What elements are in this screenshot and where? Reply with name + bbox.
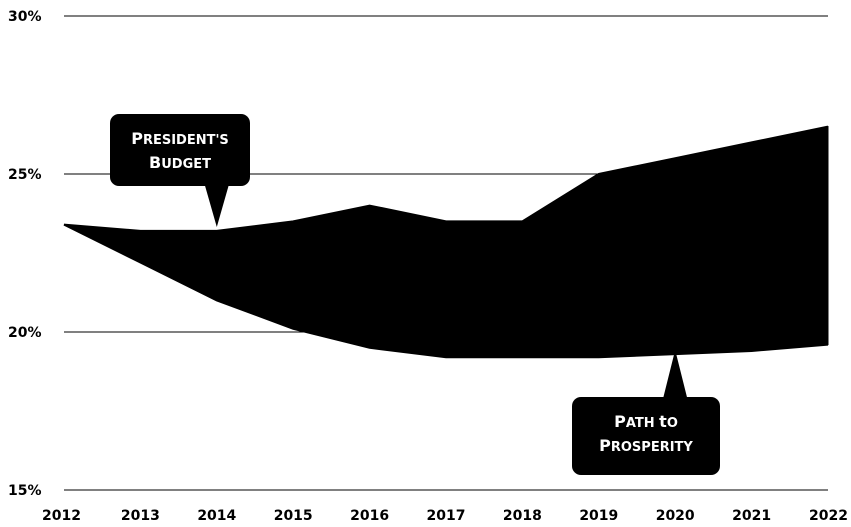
x-tick-label: 2022 (809, 508, 848, 524)
x-tick-label: 2015 (274, 508, 313, 524)
callout-text-line: PROSPERITY (599, 436, 693, 455)
callout-text-line: BUDGET (149, 153, 211, 172)
series-line-0 (63, 125, 829, 232)
x-tick-label: 2013 (121, 508, 160, 524)
y-tick-label: 20% (8, 325, 42, 341)
x-tick-label: 2016 (350, 508, 389, 524)
x-tick-label: 2017 (427, 508, 466, 524)
callout-box (572, 397, 720, 475)
y-tick-label: 15% (8, 483, 42, 499)
x-tick-label: 2019 (579, 508, 618, 524)
callouts: PRESIDENT'S BUDGET PATH tO PROSPERITY (110, 114, 720, 475)
x-axis-ticks: 2012 2013 2014 2015 2016 2017 2018 2019 2020 2021… (42, 508, 848, 524)
series-line-1 (63, 223, 829, 359)
callout-box (110, 114, 250, 186)
x-tick-label: 2021 (732, 508, 771, 524)
y-tick-label: 30% (8, 9, 42, 25)
callout-0: PRESIDENT'S BUDGET (110, 114, 250, 227)
callout-text-line: PRESIDENT'S (131, 129, 229, 148)
area-series (63, 125, 829, 359)
x-tick-label: 2018 (503, 508, 542, 524)
callout-pointer (204, 185, 229, 227)
callout-pointer (663, 350, 688, 398)
x-tick-label: 2014 (197, 508, 236, 524)
y-axis-ticks: 15% 20% 25% 30% (8, 9, 42, 499)
callout-text-line: PATH tO (614, 412, 678, 431)
y-tick-label: 25% (8, 167, 42, 183)
x-tick-label: 2012 (42, 508, 81, 524)
callout-1: PATH tO PROSPERITY (572, 350, 720, 475)
x-tick-label: 2020 (656, 508, 695, 524)
